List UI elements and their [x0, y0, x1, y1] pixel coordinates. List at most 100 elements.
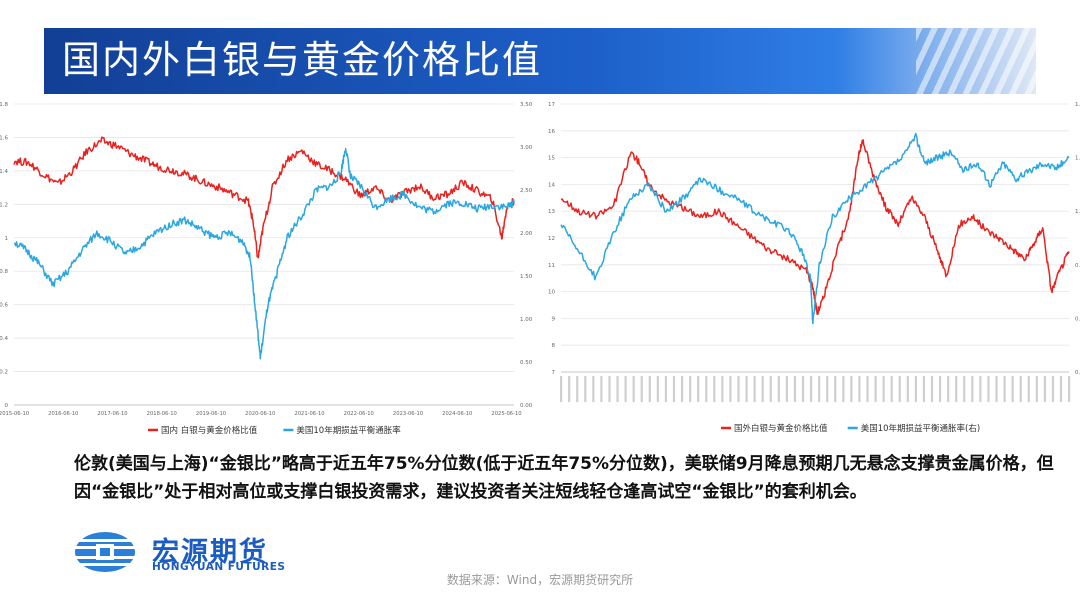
left-axis-tick-label: 10 [548, 290, 555, 296]
x-axis-tick-label [584, 376, 587, 402]
left-axis-tick-label: 16 [548, 129, 555, 135]
left-axis-tick-label: 0.6 [0, 303, 8, 309]
x-axis-tick-label [947, 376, 950, 402]
page-title: 国内外白银与黄金价格比值 [62, 38, 543, 82]
left-axis-tick-label: 17 [548, 102, 555, 108]
x-axis-tick-label [713, 376, 716, 402]
company-logo: 宏源期货 HONGYUAN FUTURES [74, 528, 314, 574]
x-axis-tick-label [648, 376, 651, 402]
x-axis-tick-label: 2015-06-10 [0, 411, 29, 417]
right-axis-tick-label: 0.40 [1075, 370, 1080, 376]
right-axis-tick-label: 0.50 [520, 360, 533, 366]
x-axis-tick-label: 2019-06-10 [196, 411, 226, 417]
left-axis-tick-label: 1.2 [0, 202, 8, 208]
x-axis-tick-label [1027, 376, 1030, 402]
x-axis-tick-label [938, 376, 942, 402]
chart-foreign-ratio: 7 8 9 10 11 12 13 14 15 16 17 0.40 0.60 0.80 1.00 1.20 1… [541, 96, 1080, 441]
left-axis-tick-label: 14 [548, 182, 555, 188]
series-line-red [13, 136, 515, 259]
x-axis-tick-label [721, 376, 724, 402]
x-axis-tick-label [809, 376, 813, 402]
x-axis-tick-label [705, 376, 708, 402]
x-axis-tick-label [616, 376, 619, 402]
left-axis-tick-label: 1.6 [0, 135, 8, 141]
x-axis-tick-label [922, 376, 926, 402]
x-axis-tick-label [955, 376, 958, 402]
x-axis-tick-label: 2025-06-10 [491, 411, 521, 417]
title-banner: 国内外白银与黄金价格比值 [44, 28, 1036, 94]
right-axis-tick-label: 3.00 [520, 145, 533, 151]
x-axis-tick-label [664, 376, 668, 402]
analysis-text: 伦敦(美国与上海)“金银比”略高于近五年75%分位数(低于近五年75%分位数)，… [74, 454, 1054, 502]
x-axis-tick-label [737, 376, 740, 402]
x-axis-tick-label [632, 376, 635, 402]
left-axis-tick-label: 8 [552, 343, 556, 349]
banner-decoration [916, 28, 1036, 94]
x-axis-tick-label [624, 376, 627, 402]
left-axis-tick-label: 0.8 [0, 269, 8, 275]
x-axis-tick-label [576, 376, 579, 402]
x-axis-tick-label [640, 376, 643, 402]
right-axis-tick-label: 1.40 [1075, 102, 1080, 108]
left-axis-tick-label: 0.2 [0, 370, 8, 376]
x-axis-tick-label [1051, 376, 1055, 402]
left-axis-tick-label: 1.8 [0, 102, 8, 108]
right-axis-tick-label: 3.50 [520, 102, 533, 108]
x-axis-tick-label [680, 376, 684, 402]
left-axis-tick-label: 11 [548, 263, 555, 269]
left-axis-tick-label: 1.4 [0, 169, 8, 175]
right-axis-tick-label: 1.50 [520, 274, 533, 280]
x-axis-tick-label [793, 376, 797, 402]
x-axis-tick-label [600, 376, 603, 402]
x-axis-tick-label [689, 376, 692, 402]
right-axis-tick-label: 1.00 [520, 317, 533, 323]
x-axis-tick-label [1043, 376, 1047, 402]
x-axis-tick-label [826, 376, 829, 402]
right-axis-tick-label: 0.80 [1075, 263, 1080, 269]
right-axis-tick-label: 2.50 [520, 188, 533, 194]
x-axis-tick-label [987, 376, 990, 402]
x-axis-tick-label: 2021-06-10 [294, 411, 324, 417]
series-line-blue [13, 147, 515, 360]
x-axis-tick-label [656, 376, 659, 402]
x-axis-tick-label [785, 376, 788, 402]
legend-label: 国外白银与黄金价格比值 [734, 423, 828, 434]
legend-label: 国内 白银与黄金价格比值 [161, 425, 258, 436]
x-axis-tick-label [1003, 376, 1006, 402]
x-axis-tick-label [1035, 376, 1038, 402]
x-axis-tick-label: 2017-06-10 [97, 411, 127, 417]
x-axis-tick-label [906, 376, 909, 402]
x-axis-tick-label [801, 376, 805, 402]
x-axis-tick-label [1059, 376, 1063, 402]
chart-svg-foreign: 7 8 9 10 11 12 13 14 15 16 17 0.40 0.60 0.80 1.00 1.20 1… [548, 102, 1080, 434]
x-axis-tick-label [995, 376, 998, 402]
x-axis-tick-label [672, 376, 676, 402]
x-axis-tick-label: 2018-06-10 [147, 411, 177, 417]
x-axis-tick-label [858, 376, 861, 402]
x-axis-tick-label [874, 376, 877, 402]
x-axis-tick-label [769, 376, 772, 402]
legend-label: 美国10年期损益平衡通胀率 [296, 425, 401, 436]
x-axis-tick-label [761, 376, 764, 402]
chart-domestic-ratio: 0 0.2 0.4 0.6 0.8 1 1.2 1.4 1.6 1.8 0.00 0.50 1.00 1.… [0, 96, 538, 441]
x-axis-tick-label [697, 376, 700, 402]
x-axis-tick-label: 2020-06-10 [245, 411, 275, 417]
right-axis-tick-label: 1.00 [1075, 209, 1080, 215]
left-axis-tick-label: 0.4 [0, 336, 8, 342]
x-axis-tick-label [834, 376, 837, 402]
right-axis-tick-label: 0.00 [520, 403, 533, 409]
logo-chinese-name: 宏源期货 [152, 537, 268, 568]
x-axis-tick-label [560, 376, 563, 402]
right-axis-tick-label: 0.60 [1075, 316, 1080, 322]
x-axis-tick-label [979, 376, 982, 402]
series-line-blue [560, 132, 1070, 325]
x-axis-tick-label [850, 376, 853, 402]
x-axis-tick-label [866, 376, 869, 402]
left-axis-tick-label: 12 [548, 236, 555, 242]
x-axis-tick-label [890, 376, 893, 402]
x-axis-tick-label [930, 376, 934, 402]
series-line-red [560, 139, 1070, 316]
x-axis-tick-label: 2024-06-10 [442, 411, 472, 417]
x-axis-tick-label [745, 376, 748, 402]
x-axis-tick-label [898, 376, 901, 402]
